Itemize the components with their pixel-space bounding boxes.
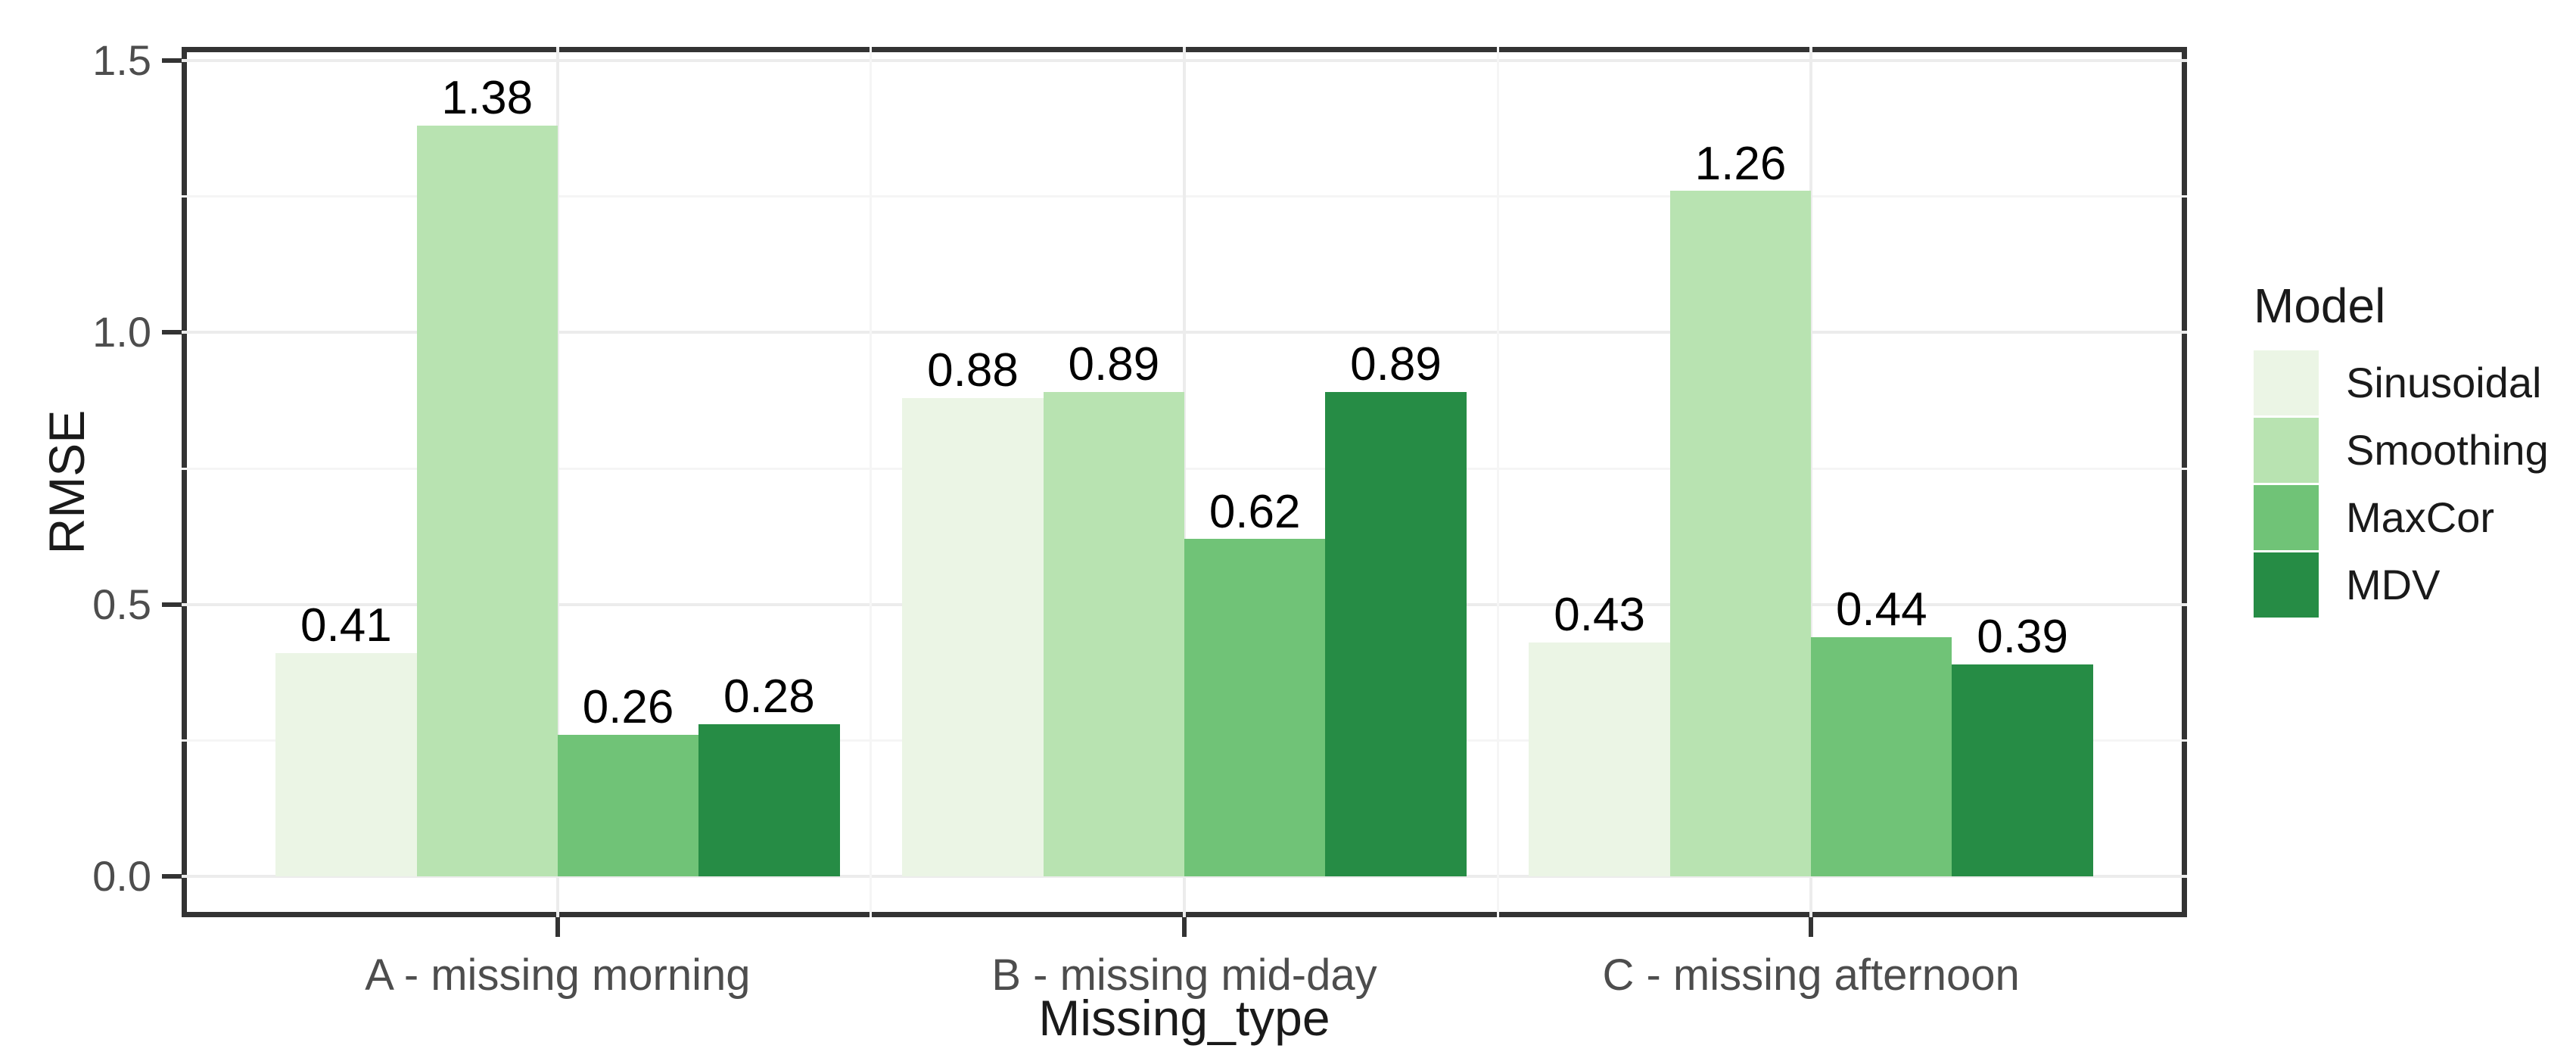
legend-item-smoothing: Smoothing — [2254, 418, 2571, 483]
legend-label: MDV — [2346, 561, 2441, 608]
y-tick-label: 1.0 — [92, 308, 151, 356]
bar-maxcor-2 — [1184, 539, 1326, 877]
y-axis-title: RMSE — [39, 409, 95, 555]
legend-swatch-smoothing — [2254, 418, 2319, 483]
y-tick-mark — [162, 602, 182, 607]
bar-sinusoidal-3 — [1529, 643, 1670, 877]
legend-item-mdv: MDV — [2254, 552, 2571, 618]
bar-sinusoidal-1 — [275, 653, 417, 877]
legend-item-maxcor: MaxCor — [2254, 485, 2571, 550]
x-major-gridline — [1183, 47, 1186, 917]
x-tick-mark — [555, 917, 560, 937]
legend-swatch-mdv — [2254, 552, 2319, 618]
legend-title: Model — [2254, 278, 2386, 333]
bar-value-label: 0.28 — [723, 670, 815, 723]
bar-value-label: 0.89 — [1350, 338, 1442, 391]
bar-value-label: 0.26 — [582, 681, 674, 734]
x-minor-gridline — [870, 47, 873, 917]
bar-value-label: 0.44 — [1835, 583, 1927, 636]
bar-value-label: 0.62 — [1209, 485, 1301, 538]
bar-value-label: 0.39 — [1977, 610, 2068, 663]
y-tick-mark — [162, 330, 182, 335]
y-tick-label: 1.5 — [92, 36, 151, 84]
bar-value-label: 0.43 — [1554, 589, 1645, 642]
bar-value-label: 1.26 — [1694, 137, 1787, 190]
bar-smoothing-1 — [416, 126, 558, 877]
y-tick-mark — [162, 874, 182, 879]
x-major-gridline — [555, 47, 559, 917]
legend-label: MaxCor — [2346, 493, 2495, 541]
y-tick-label: 0.5 — [92, 580, 151, 628]
bar-value-label: 0.88 — [927, 344, 1019, 397]
y-tick-label: 0.0 — [92, 852, 151, 901]
x-tick-mark — [1809, 917, 1814, 937]
legend-swatch-maxcor — [2254, 485, 2319, 550]
bar-maxcor-3 — [1811, 636, 1952, 877]
x-axis-title: Missing_type — [1038, 990, 1330, 1046]
bar-smoothing-3 — [1669, 191, 1812, 877]
legend-swatch-sinusoidal — [2254, 350, 2319, 415]
bar-maxcor-1 — [557, 735, 699, 877]
bar-mdv-1 — [698, 723, 840, 877]
x-minor-gridline — [1496, 47, 1499, 917]
bar-value-label: 0.41 — [300, 599, 392, 652]
bar-value-label: 1.38 — [441, 72, 534, 125]
legend-label: Smoothing — [2346, 426, 2549, 474]
legend-item-sinusoidal: Sinusoidal — [2254, 350, 2571, 415]
legend-label: Sinusoidal — [2346, 359, 2542, 406]
bar-mdv-2 — [1325, 392, 1467, 877]
bar-value-label: 0.89 — [1068, 338, 1160, 391]
y-tick-mark — [162, 58, 182, 63]
x-category-label: C - missing afternoon — [1602, 951, 2020, 1000]
x-major-gridline — [1809, 47, 1813, 917]
bar-smoothing-2 — [1043, 392, 1184, 877]
bar-mdv-3 — [1952, 664, 2093, 877]
bar-sinusoidal-2 — [902, 397, 1044, 877]
x-category-label: B - missing mid-day — [991, 951, 1377, 1000]
x-tick-mark — [1182, 917, 1187, 937]
x-category-label: A - missing morning — [365, 951, 751, 1000]
